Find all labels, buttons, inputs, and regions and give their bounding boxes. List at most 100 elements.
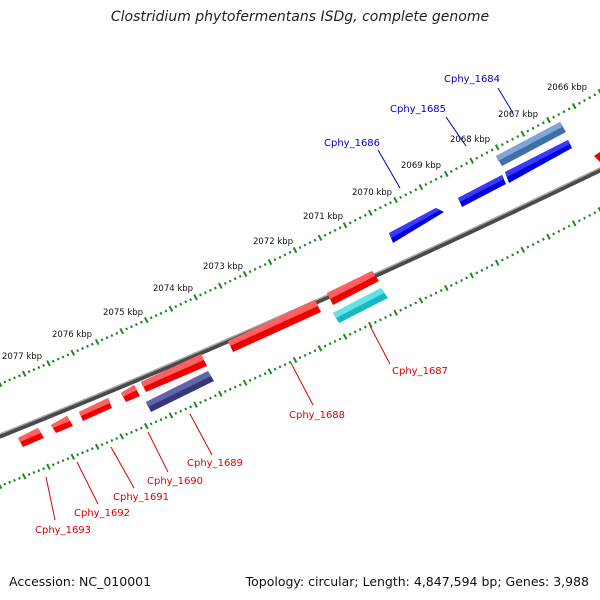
inner-tick — [86, 449, 89, 453]
inner-tick — [233, 385, 237, 389]
outer-tick — [353, 218, 357, 222]
gene-cphy-1687-red[interactable] — [327, 271, 379, 305]
inner-tick — [203, 398, 207, 402]
inner-tick — [76, 453, 80, 457]
outer-tick — [223, 281, 227, 285]
outer-tick — [51, 359, 55, 363]
inner-tick — [228, 387, 232, 391]
inner-tick — [546, 233, 551, 240]
inner-tick — [460, 278, 463, 283]
outer-tick — [179, 302, 183, 306]
outer-tick — [546, 116, 551, 124]
inner-tick — [323, 344, 327, 348]
outer-tick — [358, 216, 362, 220]
gene-cphy-1686[interactable] — [389, 208, 444, 243]
inner-tick — [70, 453, 76, 460]
outer-tick — [490, 148, 494, 152]
inner-tick — [475, 271, 479, 275]
gene-cphy-1685[interactable] — [458, 140, 572, 207]
inner-tick — [333, 339, 337, 343]
inner-tick — [454, 281, 458, 285]
outer-tick — [13, 376, 16, 380]
outer-tick — [593, 93, 597, 97]
inner-tick — [168, 412, 174, 419]
gene-label-cphy-1691[interactable]: Cphy_1691 — [113, 492, 169, 503]
outer-tick — [409, 190, 413, 194]
inner-tick — [238, 383, 242, 387]
gene-label-cphy-1689[interactable]: Cphy_1689 — [187, 458, 243, 469]
inner-tick — [424, 296, 428, 300]
inner-tick — [248, 378, 252, 382]
gene-cphy-1684[interactable] — [496, 122, 566, 166]
inner-tick — [159, 418, 163, 422]
inner-tick — [42, 467, 46, 471]
outer-tick — [283, 253, 287, 257]
outer-tick — [267, 258, 273, 266]
scale-label-2068: 2068 kbp — [450, 135, 490, 145]
outer-tick — [21, 370, 27, 377]
outer-tick — [588, 96, 592, 100]
outer-tick — [228, 279, 232, 283]
outer-tick — [125, 327, 129, 331]
gene-cphy-1687-teal[interactable] — [333, 288, 388, 323]
outer-tick — [429, 180, 433, 184]
gene-cphy-1693-b[interactable] — [18, 428, 44, 447]
outer-tick — [469, 157, 474, 164]
inner-tick — [308, 351, 312, 355]
outer-tick — [328, 231, 332, 235]
outer-tick — [292, 246, 298, 254]
gene-cphy-1692[interactable] — [79, 398, 112, 421]
outer-tick — [368, 209, 373, 216]
gene-cphy-1689[interactable] — [141, 354, 207, 392]
leaders-reverse — [45, 325, 391, 521]
inner-tick — [571, 220, 577, 227]
outer-tick — [115, 331, 119, 335]
inner-tick — [223, 389, 227, 394]
outer-tick — [27, 370, 31, 374]
inner-tick — [536, 240, 540, 244]
outer-tick — [288, 250, 292, 254]
outer-tick — [583, 98, 586, 103]
inner-tick — [17, 476, 21, 480]
gene-cphy-1688[interactable] — [228, 300, 321, 352]
inner-tick — [593, 211, 597, 215]
inner-tick — [263, 372, 267, 376]
gene-label-cphy-1693[interactable]: Cphy_1693 — [35, 525, 91, 536]
outer-tick — [480, 153, 484, 157]
gene-label-cphy-1684[interactable]: Cphy_1684 — [444, 74, 500, 85]
gene-label-cphy-1690[interactable]: Cphy_1690 — [147, 476, 203, 487]
gene-cphy-1690[interactable] — [146, 371, 214, 412]
outer-tick — [105, 336, 109, 340]
inner-tick — [119, 433, 124, 440]
inner-tick — [500, 258, 504, 262]
outer-tick — [32, 368, 36, 372]
outer-tick — [424, 182, 428, 187]
inner-tick — [253, 376, 257, 380]
inner-tick — [100, 443, 104, 447]
inner-tick — [46, 463, 51, 470]
inner-tick — [37, 469, 41, 473]
outer-tick — [434, 177, 438, 181]
gene-label-cphy-1686[interactable]: Cphy_1686 — [324, 138, 380, 149]
inner-tick — [465, 276, 469, 280]
gene-label-cphy-1687[interactable]: Cphy_1687 — [392, 366, 448, 377]
outer-tick — [444, 170, 449, 178]
outer-tick — [233, 277, 237, 281]
inner-tick — [480, 268, 484, 272]
gene-cphy-1693-a[interactable] — [51, 416, 73, 433]
gene-label-cphy-1685[interactable]: Cphy_1685 — [390, 104, 446, 115]
outer-tick — [17, 374, 21, 378]
gene-cphy-1691[interactable] — [121, 385, 140, 402]
outer-tick — [258, 265, 262, 269]
outer-tick — [552, 115, 556, 119]
outer-tick — [130, 325, 133, 329]
outer-tick — [363, 213, 367, 217]
outer-tick — [511, 137, 515, 141]
outer-tick — [159, 311, 163, 315]
inner-tick — [444, 284, 449, 292]
gene-label-cphy-1692[interactable]: Cphy_1692 — [74, 508, 130, 519]
outer-tick — [94, 338, 100, 346]
gene-label-cphy-1688[interactable]: Cphy_1688 — [289, 410, 345, 421]
outer-tick — [46, 360, 51, 367]
